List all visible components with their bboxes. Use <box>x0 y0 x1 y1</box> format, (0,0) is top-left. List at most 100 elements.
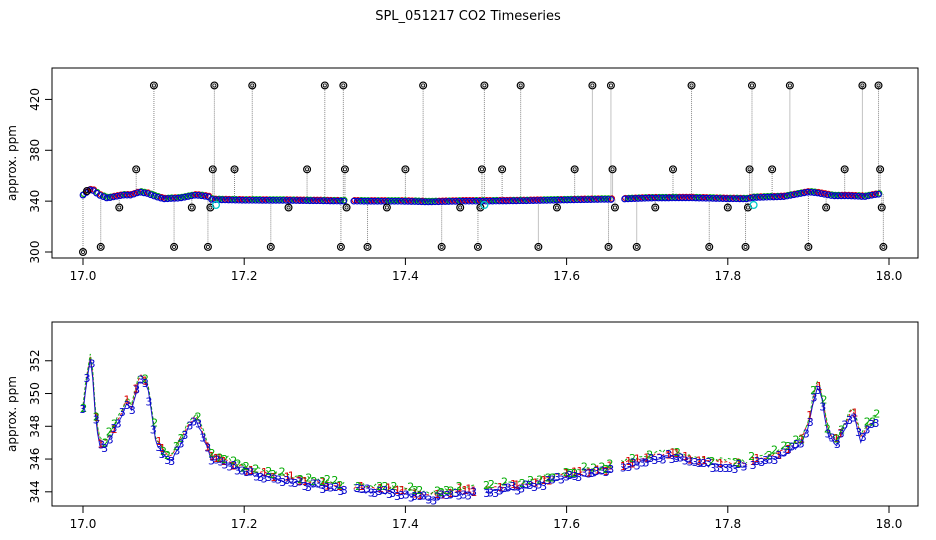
series-marker-3: 3 <box>257 471 264 484</box>
baseline-point <box>350 197 358 205</box>
baseline-point <box>177 194 185 202</box>
baseline-point <box>556 196 564 204</box>
series-marker-2: 2 <box>820 394 827 407</box>
spike-point-inner <box>305 167 310 172</box>
series-marker-3: 3 <box>492 487 499 500</box>
baseline-point <box>661 194 669 202</box>
series-marker-3: 3 <box>420 489 427 502</box>
baseline-point <box>391 197 398 205</box>
baseline-point <box>814 189 821 197</box>
series-marker-2: 2 <box>221 453 228 466</box>
baseline-point <box>448 197 456 205</box>
series-marker-3: 3 <box>713 461 720 474</box>
baseline-point <box>133 189 141 197</box>
baseline-point <box>194 191 202 199</box>
series-marker-3: 3 <box>226 461 233 474</box>
series-marker-1: 1 <box>97 438 104 451</box>
series-marker-3: 3 <box>137 373 144 386</box>
baseline-point <box>817 190 825 198</box>
series-marker-1: 1 <box>159 442 166 455</box>
series-marker-2: 2 <box>311 475 318 488</box>
series-marker-3: 3 <box>186 420 193 433</box>
spike-point <box>83 186 92 195</box>
spike-point <box>804 242 813 251</box>
baseline-point <box>546 196 554 204</box>
series-marker-2: 2 <box>838 423 845 436</box>
series-marker-2: 2 <box>173 440 180 453</box>
series-marker-1: 1 <box>447 487 454 500</box>
series-marker-2: 2 <box>416 484 423 497</box>
series-marker-1: 1 <box>603 465 610 478</box>
series-marker-1: 1 <box>513 478 520 491</box>
baseline-point <box>174 194 182 202</box>
series-marker-2: 2 <box>297 473 304 486</box>
baseline-point <box>208 195 216 203</box>
plot-frame <box>51 67 919 259</box>
series-marker-3: 3 <box>110 422 117 435</box>
series-marker-3: 3 <box>558 473 565 486</box>
bottom-panel-filtered-co2: 17.0 17.2 17.4 17.6 17.8 18.0 344 346 348 350 352 a… <box>5 321 919 531</box>
spike-point <box>419 81 428 90</box>
series-marker-2: 2 <box>483 479 490 492</box>
series-marker-3: 3 <box>239 464 246 477</box>
series-marker-1: 1 <box>682 450 689 463</box>
spike-point-inner <box>365 244 370 249</box>
series-marker-2: 2 <box>391 480 398 493</box>
series-marker-2: 2 <box>527 474 534 487</box>
series-marker-1: 1 <box>775 449 782 462</box>
baseline-point <box>824 191 832 199</box>
baseline-point <box>682 194 689 202</box>
series-marker-1: 1 <box>806 409 813 422</box>
spike-point-inner <box>205 244 210 249</box>
series-marker-3: 3 <box>93 413 100 426</box>
spike-point <box>437 242 446 251</box>
baseline-point <box>120 191 128 199</box>
spike-point <box>877 203 886 212</box>
spike-point-inner <box>212 83 217 88</box>
series-marker-3: 3 <box>717 462 724 475</box>
baseline-point <box>411 198 419 205</box>
series-line-2 <box>485 464 613 489</box>
spike-point-inner <box>689 83 694 88</box>
series-marker-3: 3 <box>190 416 197 429</box>
baseline-point <box>519 197 527 205</box>
baseline-point <box>753 194 761 201</box>
spike-point-inner <box>134 167 139 172</box>
series-marker-2: 2 <box>102 437 109 450</box>
series-marker-3: 3 <box>630 456 637 469</box>
series-marker-3: 3 <box>527 479 534 492</box>
series-marker-1: 1 <box>625 455 632 468</box>
y-tick-label: 350 <box>28 382 42 405</box>
series-marker-1: 1 <box>412 488 419 501</box>
series-marker-1: 1 <box>417 489 424 502</box>
spike-point <box>170 242 179 251</box>
series-marker-3: 3 <box>425 494 432 507</box>
baseline-point <box>198 192 205 200</box>
series-marker-1: 1 <box>156 435 163 448</box>
series-marker-3: 3 <box>333 481 340 494</box>
baseline-point <box>110 193 117 201</box>
baseline-point <box>594 196 601 203</box>
series-marker-3: 3 <box>593 465 600 478</box>
series-marker-2: 2 <box>501 475 508 488</box>
series-marker-1: 1 <box>439 489 446 502</box>
series-marker-2: 2 <box>195 411 202 424</box>
baseline-point <box>428 198 436 206</box>
series-marker-3: 3 <box>741 461 748 474</box>
series-marker-1: 1 <box>465 482 472 495</box>
baseline-point <box>509 197 517 205</box>
baseline-point <box>722 195 730 203</box>
series-marker-1: 1 <box>545 475 552 488</box>
series-marker-3: 3 <box>566 469 573 482</box>
baseline-point <box>672 194 679 202</box>
baseline-point <box>570 196 578 204</box>
baseline-point <box>550 196 557 204</box>
baseline-point <box>255 196 263 204</box>
baseline-point <box>512 197 520 205</box>
series-marker-3: 3 <box>501 482 508 495</box>
baseline-point <box>868 191 876 199</box>
series-marker-3: 3 <box>855 426 862 439</box>
x-tick-label: 17.8 <box>714 269 741 283</box>
series-marker-3: 3 <box>829 431 836 444</box>
series-marker-1: 1 <box>302 475 309 488</box>
